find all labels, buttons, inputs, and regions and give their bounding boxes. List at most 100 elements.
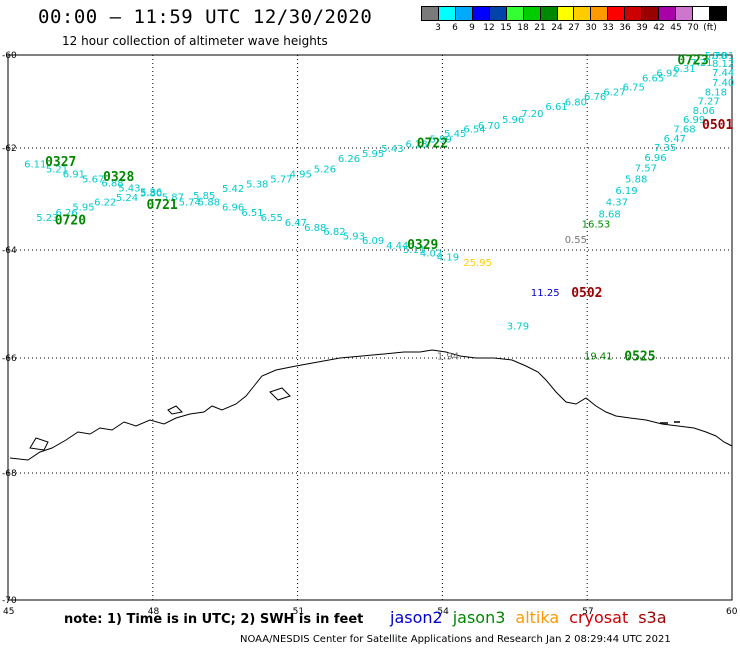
legend-swatch	[472, 7, 490, 20]
wave-height-label: 6.88	[101, 179, 123, 190]
wave-height-label: 6.75	[623, 83, 645, 94]
legend-swatch	[557, 7, 575, 20]
legend-label: 42	[653, 23, 665, 33]
lat-tick-label: -60	[2, 51, 17, 61]
axis-ticks: 45 48 51 54 57 60 -60 -62 -64 -66 -68 -70	[2, 51, 738, 617]
lon-tick-label: 54	[437, 607, 449, 617]
wave-height-label: 5.38	[246, 180, 268, 191]
wave-height-label: 8.12	[712, 59, 734, 70]
wave-height-label: 3.79	[507, 322, 529, 333]
wave-height-label: 5.85	[193, 191, 215, 202]
wave-height-label: 5.24	[116, 193, 138, 204]
wave-height-label: 5.88	[198, 198, 220, 209]
legend-label: 15	[500, 23, 512, 33]
lat-tick-label: -68	[2, 469, 17, 479]
wave-height-label: 6.27	[603, 87, 625, 98]
wave-height-label: 5.26	[314, 164, 336, 175]
wave-height-label: 5.43	[118, 183, 140, 194]
wave-height-label: 6.47	[285, 218, 307, 229]
map-title: 00:00 – 11:59 UTC 12/30/2020	[38, 6, 373, 28]
legend-labels: 3 6 9 12 15 18 21 24 27 30 33 36 39 42 45 70 (ft)	[421, 21, 727, 33]
wave-height-label: 6.09	[362, 236, 384, 247]
wave-height-label: 5.96	[502, 115, 524, 126]
wave-height-label: 6.26	[338, 154, 360, 165]
pass-time-label: 0502	[571, 286, 602, 301]
legend-label: 30	[585, 23, 597, 33]
legend-label: 21	[534, 23, 546, 33]
pass-time-label: 0501	[702, 118, 733, 133]
legend-swatch	[591, 7, 609, 20]
wave-height-label: 7.35	[654, 143, 676, 154]
wave-height-label: 6.82	[323, 227, 345, 238]
lat-tick-label: -62	[2, 144, 17, 154]
wave-height-label: 6.11	[24, 159, 46, 170]
wave-height-label: 5.80	[140, 188, 162, 199]
legend-label: 45	[670, 23, 682, 33]
legend-label: 3	[435, 23, 441, 33]
legend-label: 27	[568, 23, 580, 33]
wave-height-label: 4.37	[606, 198, 628, 209]
lat-tick-label: -66	[2, 354, 17, 364]
legend-label: 12	[483, 23, 495, 33]
legend-label: 9	[469, 23, 475, 33]
legend-swatch	[523, 7, 541, 20]
wave-height-label: 6.31	[673, 64, 695, 75]
wave-height-label: 7.27	[697, 97, 719, 108]
legend-label: (ft)	[703, 23, 717, 33]
wave-height-label: 6.54	[463, 124, 485, 135]
wave-height-label: 11.25	[531, 288, 560, 299]
satellite-jason3: jason3	[452, 608, 506, 627]
wave-height-label: 19.41	[584, 351, 613, 362]
map-subtitle: 12 hour collection of altimeter wave hei…	[62, 34, 328, 48]
wave-height-label: 6.88	[304, 223, 326, 234]
wave-height-label: 7.40	[712, 78, 734, 89]
wave-height-label: 4.95	[290, 170, 312, 181]
color-legend: 3 6 9 12 15 18 21 24 27 30 33 36 39 42 45 70 (ft)	[421, 6, 727, 33]
legend-swatch	[455, 7, 473, 20]
footer-credit: NOAA/NESDIS Center for Satellite Applica…	[240, 634, 671, 645]
wave-height-label: 6.96	[222, 203, 244, 214]
wave-height-label: 8.06	[693, 106, 715, 117]
wave-height-label: 5.95	[362, 149, 384, 160]
pass-time-label: 0525	[624, 349, 655, 364]
lon-tick-label: 48	[148, 607, 160, 617]
wave-height-label: 5.87	[162, 192, 184, 203]
wave-height-label: 6.76	[584, 92, 606, 103]
wave-height-label: 6.96	[644, 153, 666, 164]
wave-height-label: 8.18	[705, 87, 727, 98]
wave-height-label: 6.19	[615, 186, 637, 197]
wave-height-label: 7.21	[690, 58, 712, 69]
legend-swatch	[676, 7, 693, 20]
legend-label: 36	[619, 23, 631, 33]
legend-swatch	[608, 7, 626, 20]
pass-time-label: 0327	[45, 155, 76, 170]
wave-height-label: 5.93	[343, 232, 365, 243]
satellite-legend: jason2 jason3 altika cryosat s3a	[390, 608, 677, 627]
wave-height-label: 6.22	[94, 198, 116, 209]
legend-color-bar	[421, 6, 727, 21]
wave-height-label: 6.92	[656, 69, 678, 80]
lon-tick-label: 60	[726, 607, 738, 617]
wave-height-label: 7.57	[635, 163, 657, 174]
wave-height-label: 6.26	[56, 208, 78, 219]
wave-height-label: 8.68	[599, 209, 621, 220]
wave-height-label: 16.53	[582, 219, 611, 230]
pass-time-label: 0723	[677, 54, 708, 69]
legend-swatch	[693, 7, 710, 20]
wave-height-label: 25.95	[463, 258, 492, 269]
wave-height-label: 6.99	[683, 115, 705, 126]
wave-height-label: 5.11	[403, 245, 425, 256]
wave-height-values: 6.11 5.216.915.676.885.43 5.80 5.875.745.85…	[24, 51, 734, 362]
lon-tick-label: 45	[3, 607, 14, 617]
pass-time-label: 0720	[55, 213, 86, 228]
antarctic-coastline	[9, 349, 733, 461]
pass-time-label: 0722	[417, 136, 448, 151]
wave-height-label: 4.19	[437, 252, 459, 263]
legend-swatch	[625, 7, 643, 20]
wave-height-label: 7.20	[521, 109, 543, 120]
wave-height-label: 5.78	[705, 51, 727, 62]
wave-height-label: 5.36	[140, 187, 162, 198]
wave-height-label: 6.55	[261, 213, 283, 224]
wave-height-label: 5.43	[381, 144, 403, 155]
